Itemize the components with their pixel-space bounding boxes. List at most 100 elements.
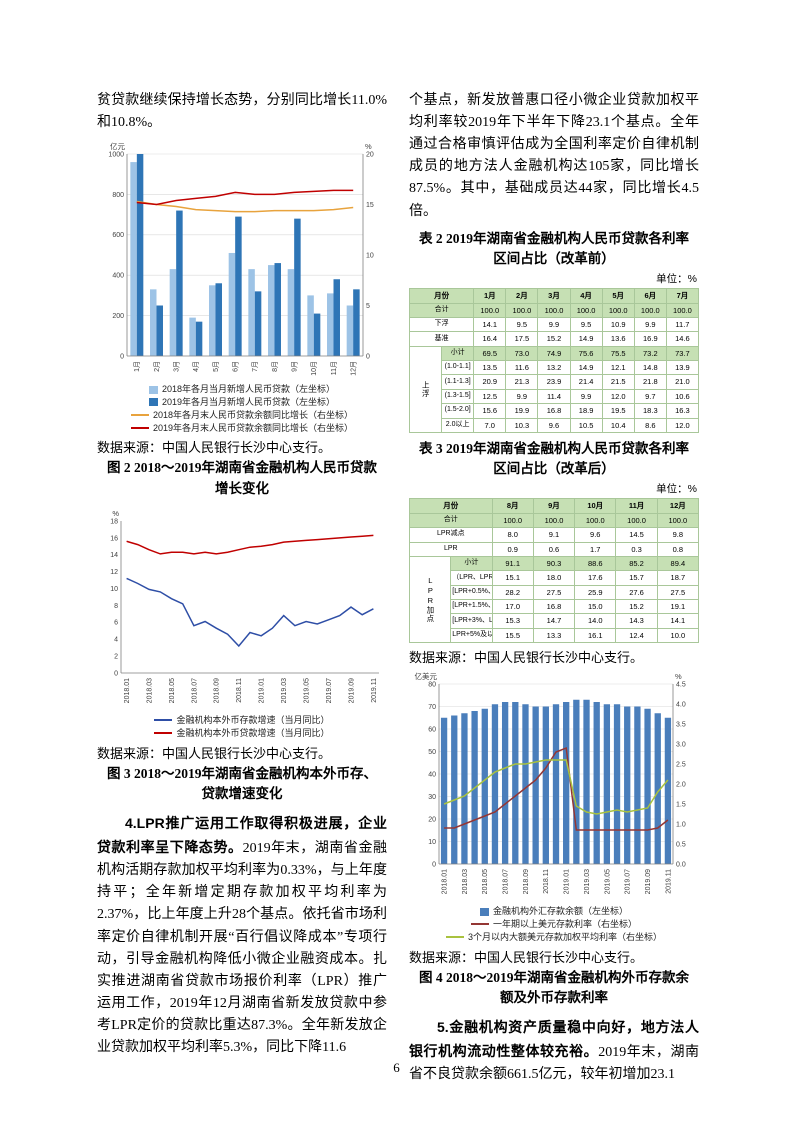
table-cell: 25.9 xyxy=(574,584,617,601)
table-cell: 14.8 xyxy=(633,360,667,376)
svg-text:2019.03: 2019.03 xyxy=(584,869,591,894)
legend-line-swatch-icon xyxy=(154,719,173,722)
svg-text:%: % xyxy=(365,142,372,151)
svg-text:60: 60 xyxy=(428,727,436,734)
legend-item: 2019年各月末人民币贷款余额同比增长（右坐标） xyxy=(130,422,354,434)
svg-text:亿美元: 亿美元 xyxy=(415,671,438,681)
table-cell: 21.4 xyxy=(569,374,603,390)
svg-text:14: 14 xyxy=(110,552,118,559)
table-cell: 9.5 xyxy=(569,316,603,333)
table-cell: 15.3 xyxy=(491,613,534,629)
svg-text:30: 30 xyxy=(428,794,436,801)
legend-label: 3个月以内大额美元存款加权平均利率（右坐标） xyxy=(467,931,662,942)
svg-text:2019.09: 2019.09 xyxy=(645,869,652,894)
svg-text:4.5: 4.5 xyxy=(676,682,686,689)
table-cell: 100.0 xyxy=(601,302,635,318)
table-row: (1.1-1.3] 20.9 21.3 23.9 21.4 21.5 21.8 21.0 xyxy=(410,374,700,390)
table-cell: 18.0 xyxy=(532,570,576,586)
table-cell: 12.0 xyxy=(665,417,700,433)
table-row-label: (1.3-1.5] xyxy=(441,388,475,405)
table-row-label: [LPR+3%、LPR+5%) xyxy=(450,613,493,629)
svg-text:1000: 1000 xyxy=(108,152,124,159)
table-cell: 27.5 xyxy=(532,584,576,601)
table-row: LPR+5%及以上15.513.316.112.410.0 xyxy=(410,627,700,644)
table-cell: 17.6 xyxy=(574,570,617,586)
svg-text:2018.01: 2018.01 xyxy=(441,869,448,894)
paragraph-4-lead: 4.LPR推广运用工作取得积极进展，企业贷款利率呈下降态势。 xyxy=(97,815,387,856)
legend-item: 2018年各月末人民币贷款余额同比增长（右坐标） xyxy=(130,410,353,421)
left-column: 贫贷款继续保持增长态势，分别同比增长11.0%和10.8%。 0 200 400 60… xyxy=(97,90,387,1086)
svg-text:4月: 4月 xyxy=(192,361,200,372)
table-header-cell: 月份 xyxy=(408,288,475,304)
svg-text:0: 0 xyxy=(114,670,118,677)
table2-unit: 单位：% xyxy=(656,273,697,286)
table-row: [LPR+1.5%、LPR+3%)17.016.815.015.219.1 xyxy=(410,599,700,615)
table-cell: 10.6 xyxy=(665,388,700,405)
table-cell: 14.6 xyxy=(665,331,700,347)
legend-label: 金融机构本外币贷款增速（当月同比） xyxy=(176,727,330,738)
legend-line-swatch-icon xyxy=(130,427,149,429)
table-cell: 15.0 xyxy=(574,599,617,615)
svg-text:80: 80 xyxy=(428,682,436,689)
svg-text:2019.11: 2019.11 xyxy=(665,869,672,894)
table-cell: 91.1 xyxy=(491,555,534,572)
svg-text:1月: 1月 xyxy=(133,361,141,372)
svg-text:2019.11: 2019.11 xyxy=(371,678,378,703)
svg-text:200: 200 xyxy=(112,313,124,320)
table-cell: 100.0 xyxy=(633,302,667,318)
legend-line-swatch-icon xyxy=(445,936,464,939)
svg-text:2019.07: 2019.07 xyxy=(326,678,333,703)
table-cell: 12.5 xyxy=(473,388,507,405)
svg-text:0.5: 0.5 xyxy=(676,842,686,849)
table-row-label: (1.0-1.1] xyxy=(441,360,475,376)
table-cell: 14.0 xyxy=(574,613,617,629)
svg-text:2018.07: 2018.07 xyxy=(191,678,198,703)
table-row-label: 小计 xyxy=(450,555,493,572)
svg-text:16: 16 xyxy=(110,535,118,542)
table-row: LPR 0.9 0.6 1.7 0.3 0.8 xyxy=(409,541,700,557)
table-cell: 9.9 xyxy=(537,316,571,333)
table-cell: 13.5 xyxy=(473,360,507,376)
table-cell: 12.1 xyxy=(601,360,635,376)
svg-text:2018.09: 2018.09 xyxy=(214,678,221,703)
table-cell: 16.9 xyxy=(633,331,667,347)
figure4-block: 0 10 20 30 40 50 60 70 80 0.0 0.5 1.0 1.5 2.0 2.5 3.0 3.… xyxy=(409,670,699,942)
table-header-cell: 4月 xyxy=(569,288,603,304)
svg-text:20: 20 xyxy=(366,152,374,159)
table-cell: 21.3 xyxy=(505,374,539,390)
table-cell: 16.1 xyxy=(574,627,617,644)
svg-text:2018.11: 2018.11 xyxy=(236,678,243,703)
svg-text:0.0: 0.0 xyxy=(676,862,686,869)
figure4-legend: 金融机构外汇存款余额（左坐标） 一年期以上美元存款利率（右坐标） 3个月以内大额美元… xyxy=(409,906,699,942)
table-row: [LPR+3%、LPR+5%)15.314.714.014.314.1 xyxy=(410,613,700,629)
table-cell: 10.0 xyxy=(656,627,700,644)
table-cell: 14.1 xyxy=(656,613,700,629)
svg-text:0: 0 xyxy=(432,862,436,869)
figure3-caption: 图 3 2018～2019年湖南省金融机构本外币存、贷款增速变化 xyxy=(107,765,377,801)
table-cell: 73.7 xyxy=(665,345,700,362)
table-cell: 16.8 xyxy=(537,403,571,419)
svg-text:2019.05: 2019.05 xyxy=(303,678,310,703)
table3-title: 表 3 2019年湖南省金融机构人民币贷款各利率区间占比（改革后） xyxy=(419,440,689,477)
table-cell: 9.6 xyxy=(537,417,571,433)
svg-text:4: 4 xyxy=(114,637,118,644)
table-cell: 73.0 xyxy=(505,345,539,362)
table-header-cell: 月份 xyxy=(409,498,493,514)
table-cell: 15.1 xyxy=(491,570,534,586)
table-row: LPR减点 8.0 9.1 9.6 14.5 9.8 xyxy=(409,527,700,543)
table-cell: 11.4 xyxy=(537,388,571,405)
svg-text:2018.11: 2018.11 xyxy=(543,869,550,894)
table-header-cell: 2月 xyxy=(505,288,539,304)
svg-text:15: 15 xyxy=(366,202,374,209)
legend-label: 2019年各月末人民币贷款余额同比增长（右坐标） xyxy=(152,422,354,433)
svg-text:8月: 8月 xyxy=(271,361,279,372)
svg-text:6: 6 xyxy=(114,620,118,627)
figure3-legend: 金融机构本外币存款增速（当月同比） 金融机构本外币贷款增速（当月同比） xyxy=(97,715,387,739)
two-column-layout: 贫贷款继续保持增长态势，分别同比增长11.0%和10.8%。 0 200 400 60… xyxy=(97,90,699,1086)
table-row: LPR加点 小计 91.1 90.3 88.6 85.2 89.4 xyxy=(408,555,700,644)
figure4-caption: 图 4 2018～2019年湖南省金融机构外币存款余额及外币存款利率 xyxy=(419,969,689,1005)
table-row: [LPR+0.5%、LPR+1.5%)28.227.525.927.627.5 xyxy=(410,584,700,601)
svg-text:%: % xyxy=(112,509,119,518)
svg-text:1.0: 1.0 xyxy=(676,822,686,829)
